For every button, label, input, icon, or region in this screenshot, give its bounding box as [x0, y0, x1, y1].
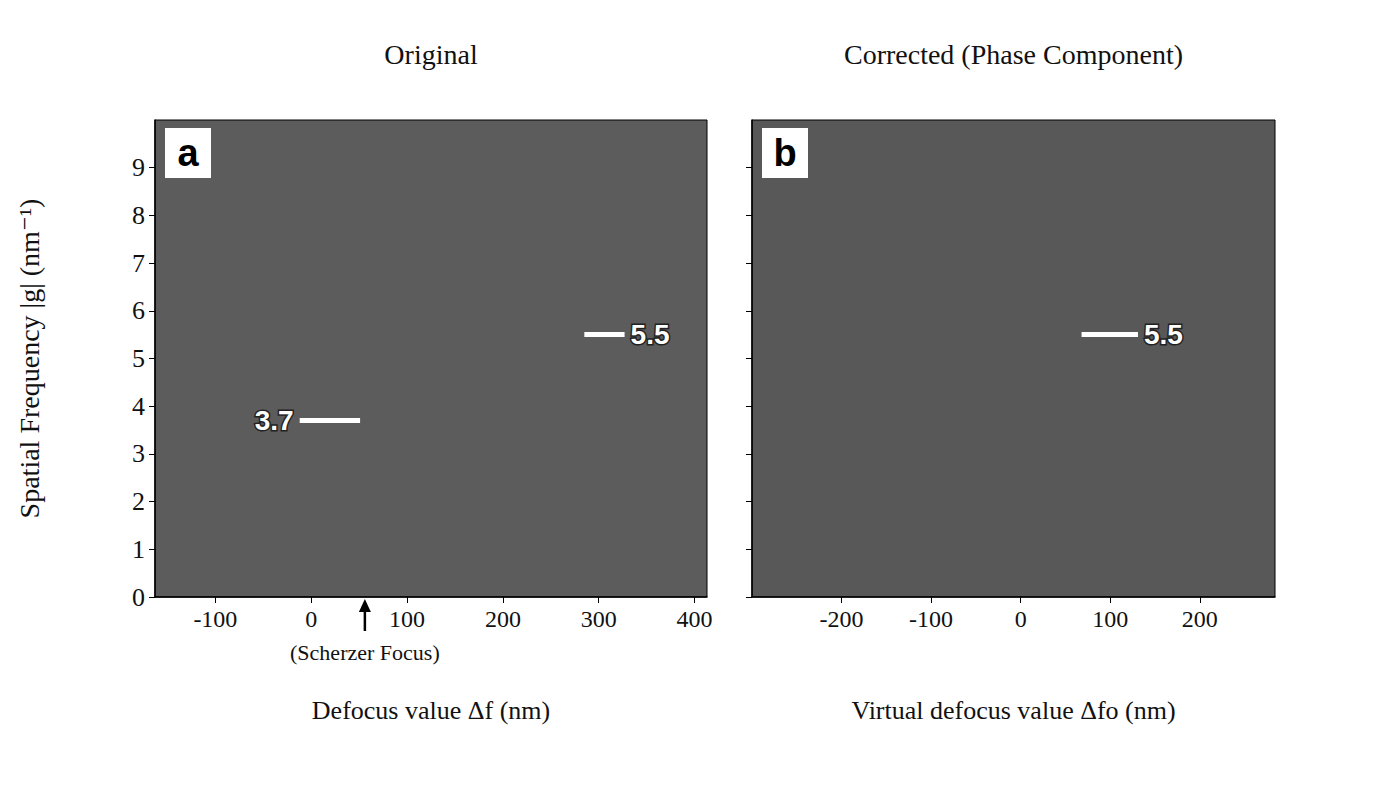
svg-text:1: 1 — [132, 535, 145, 564]
svg-text:a: a — [177, 132, 199, 174]
svg-text:100: 100 — [1092, 606, 1128, 632]
svg-text:7: 7 — [132, 249, 145, 278]
svg-text:5.5: 5.5 — [1144, 319, 1183, 350]
svg-text:Corrected (Phase Component): Corrected (Phase Component) — [844, 39, 1183, 70]
svg-text:400: 400 — [677, 606, 713, 632]
svg-text:Virtual defocus value Δfo (nm): Virtual defocus value Δfo (nm) — [851, 696, 1175, 725]
svg-text:0: 0 — [132, 583, 145, 612]
svg-text:3: 3 — [132, 439, 145, 468]
svg-text:-100: -100 — [909, 606, 953, 632]
svg-text:Original: Original — [384, 39, 478, 70]
svg-text:9: 9 — [132, 153, 145, 182]
svg-text:300: 300 — [581, 606, 617, 632]
svg-text:4: 4 — [132, 392, 145, 421]
svg-text:0: 0 — [305, 606, 317, 632]
svg-text:5.5: 5.5 — [631, 319, 670, 350]
svg-text:0: 0 — [1015, 606, 1027, 632]
svg-text:3.7: 3.7 — [255, 405, 294, 436]
svg-text:200: 200 — [1182, 606, 1218, 632]
svg-text:b: b — [773, 132, 796, 174]
svg-text:2: 2 — [132, 487, 145, 516]
svg-text:-200: -200 — [820, 606, 864, 632]
svg-text:100: 100 — [389, 606, 425, 632]
svg-text:(Scherzer Focus): (Scherzer Focus) — [290, 640, 440, 665]
svg-text:8: 8 — [132, 201, 145, 230]
svg-text:Defocus value Δf (nm): Defocus value Δf (nm) — [312, 696, 550, 725]
svg-text:6: 6 — [132, 296, 145, 325]
svg-text:200: 200 — [485, 606, 521, 632]
svg-text:-100: -100 — [193, 606, 237, 632]
svg-text:Spatial Frequency |g| (nm⁻¹): Spatial Frequency |g| (nm⁻¹) — [14, 199, 45, 519]
svg-text:5: 5 — [132, 344, 145, 373]
